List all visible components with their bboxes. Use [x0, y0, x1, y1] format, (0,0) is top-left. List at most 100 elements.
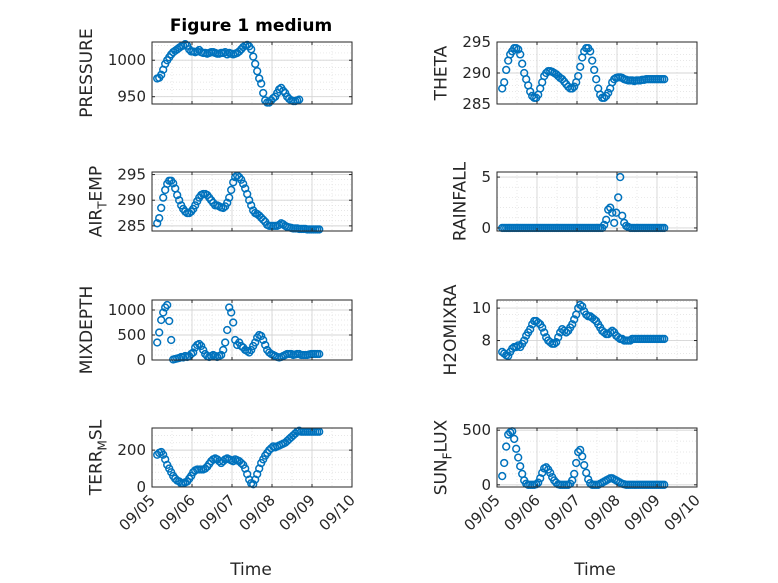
data-point	[257, 79, 266, 88]
data-point	[255, 74, 264, 83]
data-point	[502, 65, 511, 75]
data-point	[588, 56, 597, 65]
y-tick-label: 950	[117, 88, 146, 106]
axes-box	[151, 299, 353, 361]
data-point	[540, 328, 549, 337]
data-point	[538, 468, 547, 477]
data-point	[510, 434, 519, 444]
data-point	[253, 67, 262, 76]
data-point	[167, 335, 176, 345]
data-point	[163, 300, 172, 310]
y-tick-label: 290	[117, 191, 146, 209]
data-point	[279, 86, 288, 96]
data-point	[195, 339, 204, 349]
data-point	[554, 333, 563, 342]
data-point	[516, 462, 525, 471]
data-point	[514, 453, 523, 462]
data-point	[227, 308, 236, 317]
data-point	[592, 75, 601, 84]
data-point	[197, 341, 206, 351]
data-point	[159, 450, 168, 459]
subplot-air-temp: 285 290 295 AIRTEMP	[87, 166, 353, 237]
data-point	[227, 185, 236, 195]
data-point	[514, 45, 523, 54]
data-point	[315, 225, 324, 234]
data-point	[574, 71, 583, 81]
axes-box	[496, 427, 698, 488]
data-point	[229, 318, 238, 327]
y-tick-label: 500	[117, 326, 146, 344]
data-point	[201, 464, 210, 473]
data-point	[600, 328, 609, 337]
data-point	[269, 94, 278, 103]
axes-box	[151, 427, 353, 488]
data-point	[500, 78, 509, 87]
y-tick-label: 0	[136, 351, 146, 369]
data-point	[660, 75, 669, 84]
series-pressure	[153, 40, 304, 107]
data-point	[229, 457, 238, 466]
data-point	[157, 315, 166, 325]
data-point	[259, 215, 268, 224]
data-point	[245, 196, 254, 205]
data-point	[618, 211, 627, 220]
data-point	[315, 349, 324, 359]
data-point	[189, 348, 198, 357]
y-tick-label: 1000	[108, 51, 146, 69]
data-point	[518, 59, 527, 68]
data-point	[247, 345, 256, 355]
data-point	[223, 50, 232, 59]
data-point	[604, 88, 613, 97]
y-axis-label-h2omixra: H2OMIXRA	[441, 284, 461, 375]
data-point	[249, 52, 258, 61]
data-point	[157, 70, 166, 79]
series-mixdepth	[153, 300, 324, 364]
data-point	[191, 201, 200, 210]
x-axis-label-left: Time	[229, 560, 272, 580]
data-point	[229, 178, 238, 187]
data-point	[508, 344, 517, 353]
x-axis-label-right: Time	[573, 560, 616, 580]
data-point	[586, 47, 595, 56]
data-point	[578, 452, 587, 461]
subplot-rainfall: 0 5 RAINFALL	[451, 161, 698, 241]
y-axis-label-rainfall: RAINFALL	[451, 161, 471, 241]
subplot-pressure: 950 1000 PRESSURE	[77, 28, 353, 118]
data-point	[173, 190, 182, 200]
data-point	[542, 463, 551, 472]
y-axis-label-sun-flux: SUNFLUX	[432, 419, 455, 495]
data-point	[199, 345, 208, 355]
data-point	[295, 95, 304, 104]
data-point	[520, 336, 529, 345]
data-point	[600, 93, 609, 102]
data-point	[590, 65, 599, 75]
data-point	[153, 219, 162, 228]
data-point	[616, 172, 625, 182]
data-point	[512, 342, 521, 352]
data-point	[614, 333, 623, 342]
y-axis-label-mixdepth: MIXDEPTH	[77, 286, 97, 375]
data-point	[187, 349, 196, 359]
data-point	[153, 338, 162, 347]
axes-box	[496, 171, 698, 232]
data-point	[237, 175, 246, 184]
data-point	[219, 203, 228, 213]
data-point	[181, 40, 190, 49]
y-tick-label: 285	[117, 217, 146, 235]
data-point	[247, 45, 256, 54]
series-air-temp	[153, 171, 324, 234]
data-point	[572, 458, 581, 468]
data-point	[602, 215, 611, 224]
data-point	[223, 325, 232, 335]
data-point	[526, 87, 535, 96]
data-point	[534, 478, 543, 487]
data-point	[606, 328, 615, 337]
series-h2omixra	[498, 300, 669, 361]
data-point	[512, 444, 521, 453]
data-point	[175, 43, 184, 52]
y-tick-label: 10	[472, 299, 491, 317]
y-tick-label: 5	[481, 168, 491, 186]
data-point	[570, 82, 579, 91]
data-point	[251, 59, 260, 69]
y-tick-label: 295	[462, 33, 491, 51]
